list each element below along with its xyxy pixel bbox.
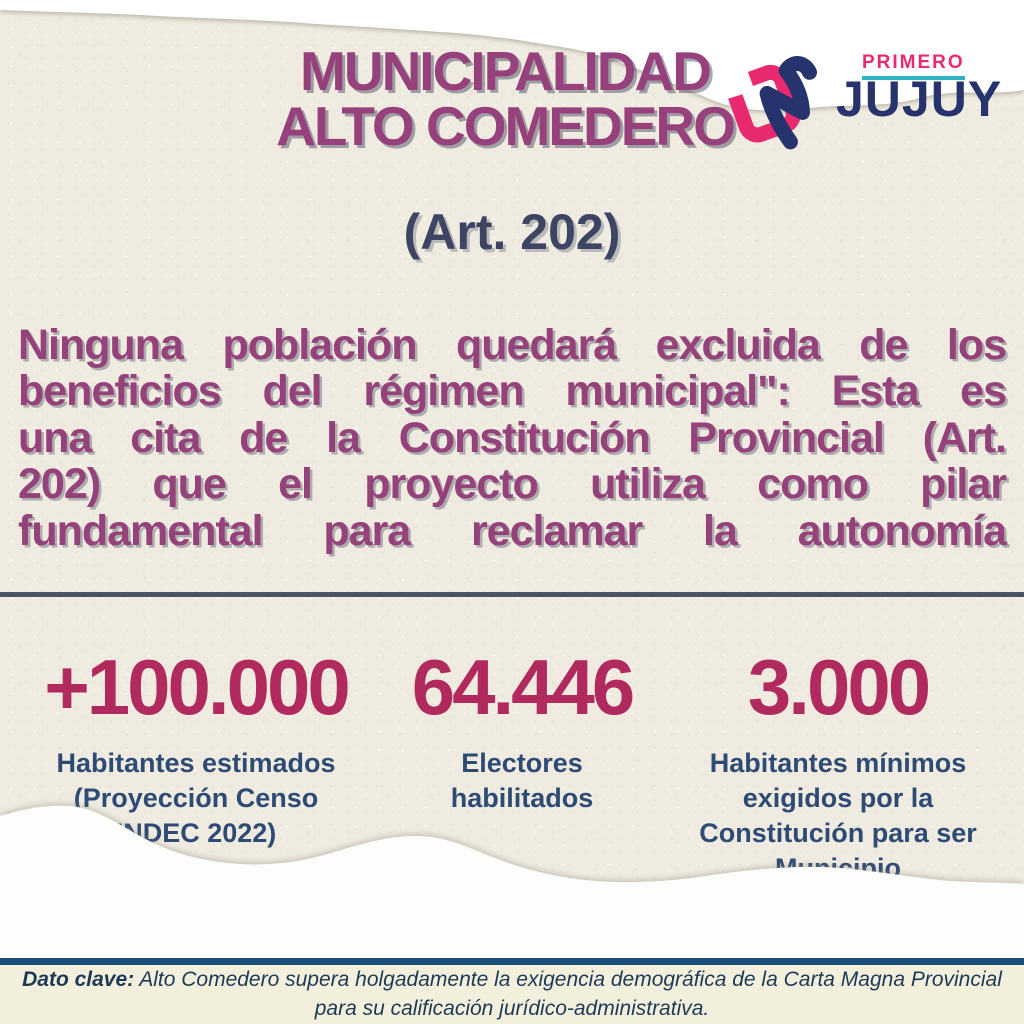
logo-primero-label: PRIMERO xyxy=(862,52,965,80)
footer-key-fact: Dato clave: Alto Comedero supera holgada… xyxy=(22,966,1002,1023)
stat-habitantes-label: Habitantes estimados (Proyección Censo I… xyxy=(56,748,336,849)
stat-minimo-value: 3.000 xyxy=(747,643,931,731)
page-title-line1: MUNICIPALIDAD xyxy=(300,40,712,102)
stats-row: +100.000 Habitantes estimados (Proyecció… xyxy=(0,648,1024,886)
stat-minimo-label: Habitantes mínimos exigidos por la Const… xyxy=(699,748,977,884)
page-title-line2: ALTO COMEDERO xyxy=(276,95,736,157)
quote-line: Ninguna población quedará excluida de lo… xyxy=(18,321,1007,369)
page-title: MUNICIPALIDAD ALTO COMEDERO xyxy=(0,44,1010,154)
constitution-quote: Ninguna población quedará excluida de lo… xyxy=(18,321,1007,555)
section-divider xyxy=(0,592,1024,597)
quote-line: una cita de la Constitución Provincial (… xyxy=(18,413,1007,462)
primero-jujuy-logo: PRIMERO JUJUY xyxy=(712,40,1024,170)
footer-key-label: Dato clave: xyxy=(22,968,135,992)
stat-electores: 64.446 Electores habilitados xyxy=(372,648,672,886)
quote-line: 202) que el proyecto utiliza como pilar xyxy=(18,460,1007,509)
primero-jujuy-logo-icon xyxy=(727,56,818,150)
footer-bar: Dato clave: Alto Comedero supera holgada… xyxy=(0,958,1024,1024)
article-reference: (Art. 202) xyxy=(403,204,621,260)
logo-jujuy-label: JUJUY xyxy=(836,71,1003,127)
stat-habitantes: +100.000 Habitantes estimados (Proyecció… xyxy=(26,648,366,886)
quote-line: fundamental para reclamar la autonomía xyxy=(18,506,1007,555)
stat-minimo-constitucional: 3.000 Habitantes mínimos exigidos por la… xyxy=(678,648,998,886)
footer-key-text: Alto Comedero supera holgadamente la exi… xyxy=(134,968,1002,1020)
stat-electores-value: 64.446 xyxy=(411,643,636,731)
quote-line: beneficios del régimen municipal": Esta … xyxy=(18,367,1007,416)
stat-electores-label: Electores habilitados xyxy=(450,748,594,814)
stat-habitantes-value: +100.000 xyxy=(44,643,351,731)
